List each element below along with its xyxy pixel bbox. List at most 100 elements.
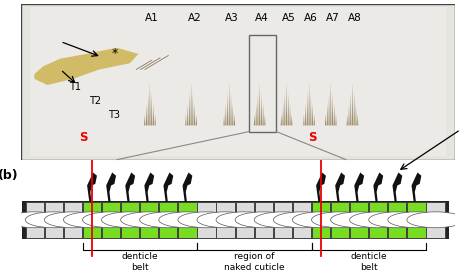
Text: A5: A5 <box>282 13 296 23</box>
Polygon shape <box>357 115 358 125</box>
Polygon shape <box>259 82 260 125</box>
Text: A1: A1 <box>145 13 158 23</box>
Text: T1: T1 <box>69 82 81 92</box>
Text: S: S <box>79 131 88 144</box>
Bar <box>140 202 158 238</box>
Circle shape <box>254 212 311 228</box>
Circle shape <box>350 212 407 228</box>
Polygon shape <box>225 104 227 125</box>
Circle shape <box>216 212 273 228</box>
Polygon shape <box>230 93 232 125</box>
Bar <box>407 202 426 238</box>
PathPatch shape <box>182 172 192 202</box>
Polygon shape <box>330 82 331 125</box>
Circle shape <box>273 212 330 228</box>
Polygon shape <box>257 93 259 125</box>
Text: A7: A7 <box>326 13 339 23</box>
Polygon shape <box>310 93 311 125</box>
Text: A3: A3 <box>225 13 238 23</box>
Text: region of
naked cuticle: region of naked cuticle <box>224 252 284 272</box>
Text: denticle
belt: denticle belt <box>121 252 158 272</box>
Circle shape <box>6 212 64 228</box>
Circle shape <box>330 212 388 228</box>
Bar <box>22 201 449 239</box>
Bar <box>350 202 368 238</box>
Circle shape <box>407 212 464 228</box>
Polygon shape <box>144 115 146 125</box>
Circle shape <box>311 212 369 228</box>
PathPatch shape <box>411 172 421 202</box>
Text: A6: A6 <box>304 13 318 23</box>
Polygon shape <box>346 115 348 125</box>
Polygon shape <box>227 93 228 125</box>
PathPatch shape <box>87 172 97 202</box>
Text: T2: T2 <box>89 96 100 106</box>
Polygon shape <box>289 104 291 125</box>
Polygon shape <box>286 82 287 125</box>
Circle shape <box>25 212 82 228</box>
PathPatch shape <box>316 172 326 202</box>
Polygon shape <box>185 115 187 125</box>
Circle shape <box>101 212 159 228</box>
Circle shape <box>121 212 178 228</box>
Polygon shape <box>261 93 262 125</box>
Polygon shape <box>192 93 193 125</box>
Bar <box>121 202 139 238</box>
Polygon shape <box>232 104 233 125</box>
Polygon shape <box>255 104 257 125</box>
Bar <box>197 202 216 238</box>
Polygon shape <box>307 93 308 125</box>
Bar <box>255 202 273 238</box>
Polygon shape <box>149 82 151 125</box>
Polygon shape <box>327 104 328 125</box>
Polygon shape <box>303 115 304 125</box>
Polygon shape <box>284 93 285 125</box>
Bar <box>45 202 63 238</box>
Bar <box>236 202 254 238</box>
Polygon shape <box>194 104 195 125</box>
Bar <box>217 202 235 238</box>
Polygon shape <box>348 104 350 125</box>
Polygon shape <box>228 82 230 125</box>
Bar <box>293 202 311 238</box>
Polygon shape <box>234 115 235 125</box>
Text: A4: A4 <box>255 13 269 23</box>
Text: A2: A2 <box>188 13 202 23</box>
PathPatch shape <box>106 172 116 202</box>
PathPatch shape <box>335 172 345 202</box>
Polygon shape <box>283 104 284 125</box>
Polygon shape <box>314 115 315 125</box>
Text: (b): (b) <box>0 169 18 182</box>
Polygon shape <box>335 115 337 125</box>
Polygon shape <box>155 115 156 125</box>
Circle shape <box>235 212 292 228</box>
Polygon shape <box>223 115 225 125</box>
Polygon shape <box>352 82 353 125</box>
Bar <box>26 202 44 238</box>
Bar <box>331 202 349 238</box>
Circle shape <box>369 212 426 228</box>
PathPatch shape <box>392 172 402 202</box>
Polygon shape <box>305 104 306 125</box>
Polygon shape <box>34 48 138 85</box>
Polygon shape <box>291 115 292 125</box>
Bar <box>369 202 387 238</box>
Circle shape <box>292 212 350 228</box>
Text: *: * <box>111 47 118 60</box>
PathPatch shape <box>125 172 135 202</box>
Bar <box>388 202 407 238</box>
PathPatch shape <box>145 172 154 202</box>
PathPatch shape <box>374 172 383 202</box>
Circle shape <box>64 212 121 228</box>
PathPatch shape <box>354 172 364 202</box>
Bar <box>83 202 101 238</box>
Bar <box>102 202 120 238</box>
Bar <box>249 35 276 132</box>
Polygon shape <box>281 115 282 125</box>
Polygon shape <box>334 104 335 125</box>
Bar <box>178 202 197 238</box>
Polygon shape <box>263 104 264 125</box>
Polygon shape <box>325 115 326 125</box>
Circle shape <box>44 212 101 228</box>
Polygon shape <box>328 93 330 125</box>
